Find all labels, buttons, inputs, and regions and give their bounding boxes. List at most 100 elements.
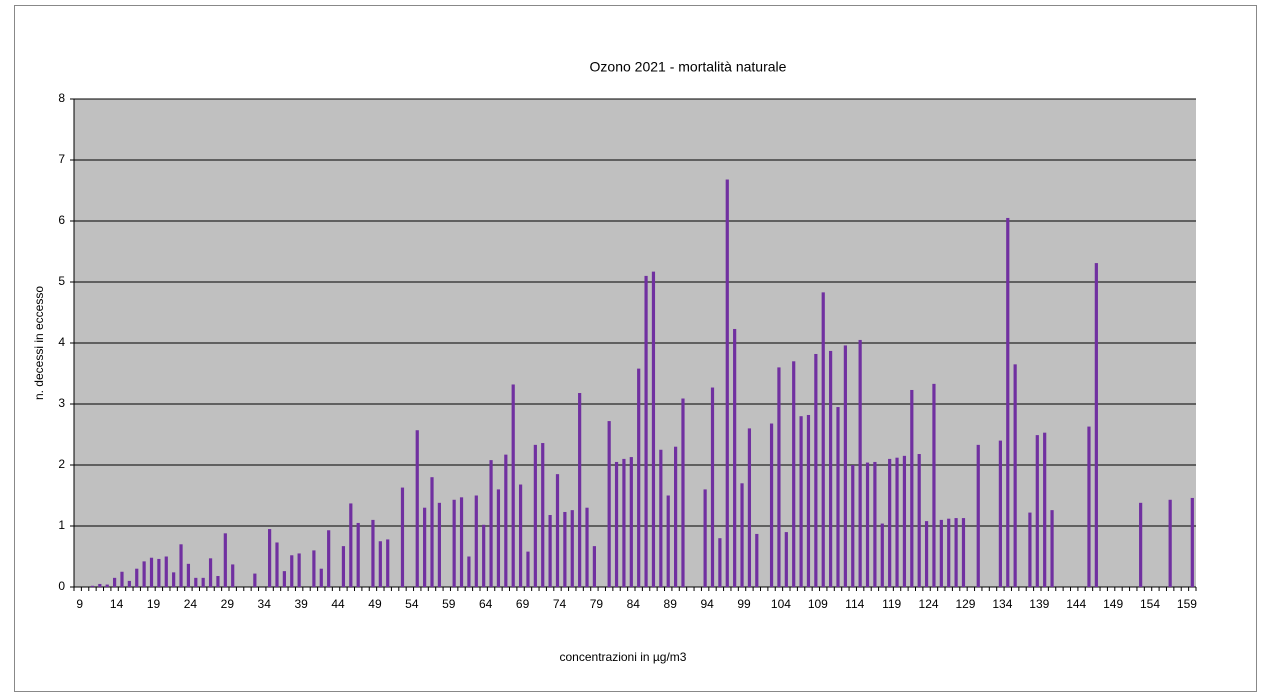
bar <box>135 568 139 587</box>
bar <box>90 585 95 587</box>
bar <box>614 461 619 587</box>
bar <box>578 393 582 587</box>
bar <box>777 367 781 587</box>
bar <box>1087 426 1091 587</box>
bar <box>592 546 597 587</box>
bar <box>637 368 641 587</box>
bar <box>769 423 774 587</box>
bar <box>164 556 168 587</box>
bar <box>282 571 286 587</box>
bar <box>105 584 109 587</box>
bar <box>223 533 227 587</box>
bar <box>740 483 744 587</box>
x-tick-label: 109 <box>808 597 828 611</box>
y-tick-label: 0 <box>58 579 65 593</box>
bar <box>1013 364 1017 587</box>
bar <box>998 440 1002 587</box>
x-tick-label: 79 <box>590 597 604 611</box>
bar <box>910 389 914 587</box>
bar <box>231 564 235 587</box>
bar <box>518 484 523 587</box>
bar <box>467 556 471 587</box>
bar <box>194 577 198 587</box>
bar <box>814 353 818 587</box>
bar <box>961 518 966 587</box>
x-tick-label: 149 <box>1103 597 1123 611</box>
bar <box>784 532 788 587</box>
bar <box>1168 499 1172 587</box>
bar <box>157 558 161 587</box>
x-tick-label: 84 <box>627 597 641 611</box>
bar <box>297 553 301 587</box>
bar <box>747 428 752 587</box>
bar <box>843 345 847 587</box>
bar <box>954 518 958 587</box>
x-tick-label: 49 <box>368 597 382 611</box>
bar <box>947 518 951 587</box>
x-tick-label: 9 <box>76 597 83 611</box>
x-tick-label: 64 <box>479 597 493 611</box>
bar <box>710 387 715 587</box>
bar <box>1043 432 1047 587</box>
bar <box>939 519 943 587</box>
bar <box>1094 263 1098 587</box>
bar <box>851 465 855 587</box>
x-axis-label: concentrazioni in µg/m3 <box>560 650 687 664</box>
bar <box>548 515 552 587</box>
bar <box>1190 497 1194 587</box>
bar <box>98 583 102 587</box>
bar <box>725 179 729 587</box>
bar <box>415 430 419 587</box>
bar <box>437 502 441 587</box>
bar <box>127 580 131 587</box>
bar <box>474 495 478 587</box>
bar <box>644 275 648 587</box>
x-tick-label: 154 <box>1140 597 1160 611</box>
bar <box>430 477 434 587</box>
y-axis-label: n. decessi in eccesso <box>32 286 46 400</box>
bar <box>1139 502 1143 587</box>
x-tick-label: 104 <box>771 597 791 611</box>
bar <box>895 457 899 587</box>
x-tick-label: 44 <box>331 597 345 611</box>
bar <box>666 495 670 587</box>
bar <box>585 507 589 587</box>
x-tick-label: 114 <box>845 597 864 611</box>
bar <box>290 555 294 587</box>
bar <box>327 530 331 587</box>
bar <box>917 454 921 587</box>
bar <box>924 521 929 587</box>
x-tick-label: 29 <box>221 597 235 611</box>
bar <box>120 571 124 587</box>
x-tick-label: 144 <box>1066 597 1086 611</box>
y-tick-label: 2 <box>58 457 65 471</box>
x-tick-label: 159 <box>1177 597 1197 611</box>
bar <box>865 462 870 587</box>
bar <box>570 510 574 587</box>
bar <box>378 541 382 587</box>
bar <box>201 577 205 587</box>
y-tick-label: 1 <box>58 518 65 532</box>
bar <box>172 572 176 587</box>
x-tick-label: 134 <box>992 597 1012 611</box>
bar <box>371 519 375 587</box>
bar <box>681 398 685 587</box>
bar <box>1035 435 1039 587</box>
bar <box>629 457 633 587</box>
bar <box>755 533 759 587</box>
y-tick-label: 5 <box>58 274 65 288</box>
bar <box>349 503 353 587</box>
x-tick-label: 94 <box>700 597 714 611</box>
x-tick-label: 99 <box>737 597 751 611</box>
bar <box>511 384 515 587</box>
bar <box>533 444 537 587</box>
bar <box>341 546 346 587</box>
x-tick-label: 129 <box>955 597 975 611</box>
y-tick-label: 3 <box>58 396 65 410</box>
bar <box>526 551 530 587</box>
x-tick-label: 19 <box>147 597 161 611</box>
bar <box>888 458 892 587</box>
bar <box>829 350 833 587</box>
bar <box>423 507 427 587</box>
